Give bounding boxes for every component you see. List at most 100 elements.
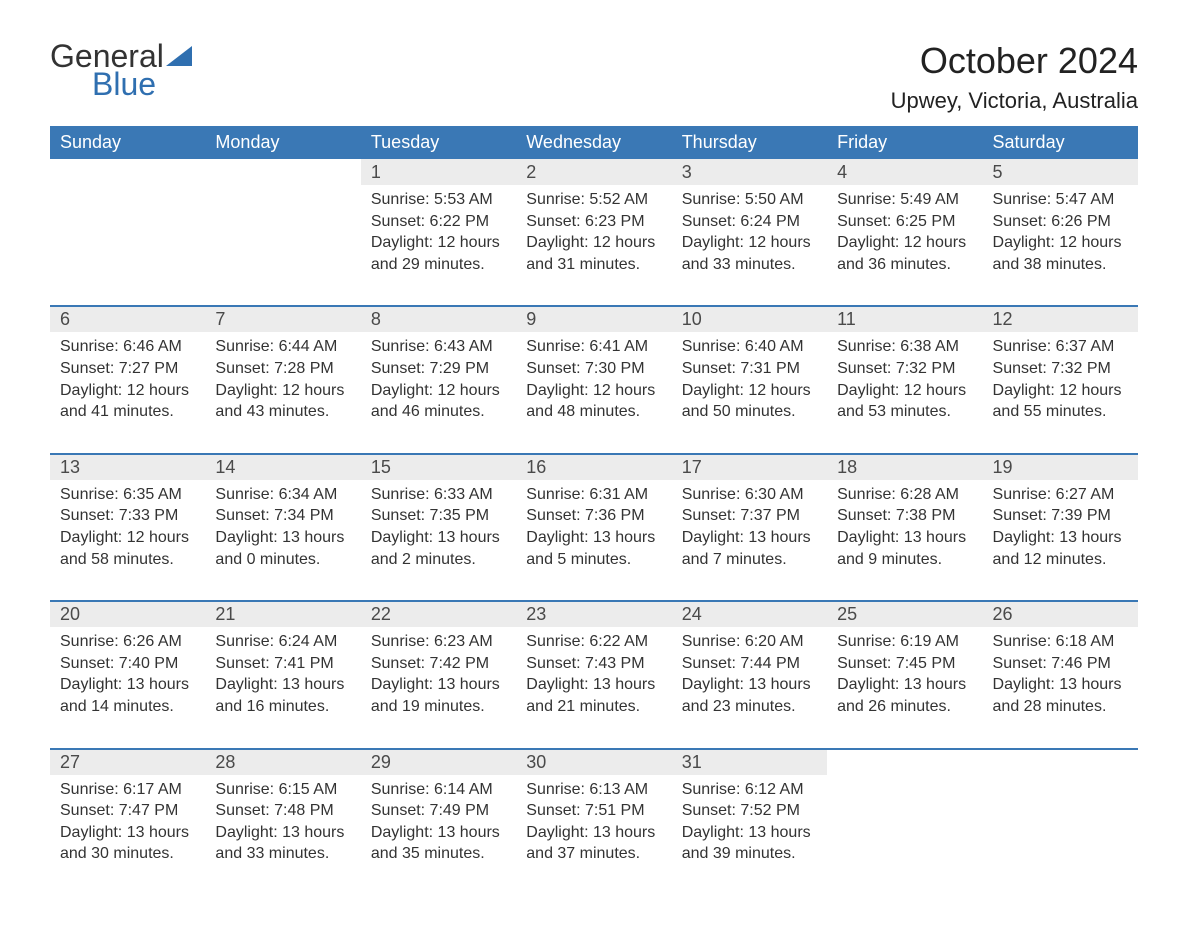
day-sunset: Sunset: 7:38 PM [837,505,972,527]
day-daylight1: Daylight: 13 hours [682,822,817,844]
day-sunrise: Sunrise: 6:31 AM [526,484,661,506]
day-sunset: Sunset: 7:45 PM [837,653,972,675]
day-sunset: Sunset: 6:23 PM [526,211,661,233]
day-daylight1: Daylight: 13 hours [215,527,350,549]
day-daylight1: Daylight: 12 hours [60,380,195,402]
day-sunset: Sunset: 7:41 PM [215,653,350,675]
day-content-cell: Sunrise: 6:27 AMSunset: 7:39 PMDaylight:… [983,480,1138,601]
day-number-cell: 11 [827,306,982,332]
day-daylight1: Daylight: 13 hours [60,674,195,696]
day-content-row: Sunrise: 6:35 AMSunset: 7:33 PMDaylight:… [50,480,1138,601]
day-sunset: Sunset: 7:51 PM [526,800,661,822]
day-sunrise: Sunrise: 5:47 AM [993,189,1128,211]
daynum-row: 12345 [50,159,1138,185]
day-sunrise: Sunrise: 6:35 AM [60,484,195,506]
day-sunset: Sunset: 7:49 PM [371,800,506,822]
day-sunrise: Sunrise: 6:19 AM [837,631,972,653]
day-daylight2: and 35 minutes. [371,843,506,865]
day-sunrise: Sunrise: 6:26 AM [60,631,195,653]
day-sunrise: Sunrise: 5:53 AM [371,189,506,211]
day-daylight1: Daylight: 12 hours [837,232,972,254]
day-content-cell: Sunrise: 5:52 AMSunset: 6:23 PMDaylight:… [516,185,671,306]
day-number-cell: 4 [827,159,982,185]
day-sunset: Sunset: 7:31 PM [682,358,817,380]
day-number-cell: 30 [516,749,671,775]
day-sunset: Sunset: 7:32 PM [993,358,1128,380]
day-daylight2: and 23 minutes. [682,696,817,718]
day-content-cell: Sunrise: 6:28 AMSunset: 7:38 PMDaylight:… [827,480,982,601]
logo-sail-icon [166,46,192,66]
day-daylight1: Daylight: 13 hours [215,674,350,696]
day-daylight1: Daylight: 13 hours [526,822,661,844]
header-right: October 2024 Upwey, Victoria, Australia [891,40,1138,114]
day-number-cell: 5 [983,159,1138,185]
day-sunset: Sunset: 6:26 PM [993,211,1128,233]
day-daylight2: and 50 minutes. [682,401,817,423]
day-content-cell [205,185,360,306]
day-sunrise: Sunrise: 6:22 AM [526,631,661,653]
day-daylight2: and 58 minutes. [60,549,195,571]
page-header: General Blue October 2024 Upwey, Victori… [50,40,1138,114]
day-number-cell [827,749,982,775]
weekday-header: Friday [827,126,982,159]
day-content-cell: Sunrise: 6:44 AMSunset: 7:28 PMDaylight:… [205,332,360,453]
calendar-table: Sunday Monday Tuesday Wednesday Thursday… [50,126,1138,895]
day-sunrise: Sunrise: 6:33 AM [371,484,506,506]
day-content-cell: Sunrise: 5:47 AMSunset: 6:26 PMDaylight:… [983,185,1138,306]
day-daylight1: Daylight: 13 hours [371,674,506,696]
day-content-cell: Sunrise: 6:43 AMSunset: 7:29 PMDaylight:… [361,332,516,453]
day-sunrise: Sunrise: 6:37 AM [993,336,1128,358]
day-daylight2: and 19 minutes. [371,696,506,718]
day-content-cell: Sunrise: 6:17 AMSunset: 7:47 PMDaylight:… [50,775,205,895]
day-number-cell: 27 [50,749,205,775]
day-daylight2: and 29 minutes. [371,254,506,276]
day-content-cell: Sunrise: 6:38 AMSunset: 7:32 PMDaylight:… [827,332,982,453]
day-sunrise: Sunrise: 6:30 AM [682,484,817,506]
day-number-cell [50,159,205,185]
day-daylight2: and 43 minutes. [215,401,350,423]
day-sunset: Sunset: 7:42 PM [371,653,506,675]
day-sunrise: Sunrise: 6:27 AM [993,484,1128,506]
day-daylight1: Daylight: 12 hours [993,380,1128,402]
day-daylight2: and 33 minutes. [682,254,817,276]
day-sunrise: Sunrise: 6:46 AM [60,336,195,358]
day-daylight2: and 21 minutes. [526,696,661,718]
logo: General Blue [50,40,192,101]
day-daylight1: Daylight: 12 hours [682,232,817,254]
day-content-cell: Sunrise: 5:53 AMSunset: 6:22 PMDaylight:… [361,185,516,306]
day-daylight1: Daylight: 13 hours [215,822,350,844]
day-sunset: Sunset: 7:47 PM [60,800,195,822]
day-sunrise: Sunrise: 6:15 AM [215,779,350,801]
day-number-cell: 14 [205,454,360,480]
day-content-cell: Sunrise: 6:22 AMSunset: 7:43 PMDaylight:… [516,627,671,748]
day-content-row: Sunrise: 5:53 AMSunset: 6:22 PMDaylight:… [50,185,1138,306]
day-daylight2: and 28 minutes. [993,696,1128,718]
day-daylight1: Daylight: 13 hours [993,674,1128,696]
day-daylight1: Daylight: 12 hours [215,380,350,402]
day-sunrise: Sunrise: 5:49 AM [837,189,972,211]
day-sunset: Sunset: 7:36 PM [526,505,661,527]
day-daylight1: Daylight: 13 hours [371,527,506,549]
day-sunset: Sunset: 7:46 PM [993,653,1128,675]
day-number-cell: 29 [361,749,516,775]
day-sunrise: Sunrise: 6:38 AM [837,336,972,358]
day-number-cell: 17 [672,454,827,480]
day-number-cell: 15 [361,454,516,480]
day-daylight1: Daylight: 12 hours [837,380,972,402]
day-content-cell: Sunrise: 6:33 AMSunset: 7:35 PMDaylight:… [361,480,516,601]
day-content-cell: Sunrise: 6:15 AMSunset: 7:48 PMDaylight:… [205,775,360,895]
day-number-cell: 25 [827,601,982,627]
day-daylight1: Daylight: 12 hours [371,380,506,402]
weekday-header: Wednesday [516,126,671,159]
day-number-cell: 31 [672,749,827,775]
day-content-cell: Sunrise: 6:24 AMSunset: 7:41 PMDaylight:… [205,627,360,748]
day-number-cell: 26 [983,601,1138,627]
day-sunrise: Sunrise: 6:18 AM [993,631,1128,653]
day-sunrise: Sunrise: 6:24 AM [215,631,350,653]
day-number-cell: 28 [205,749,360,775]
day-number-cell: 9 [516,306,671,332]
day-content-cell: Sunrise: 6:46 AMSunset: 7:27 PMDaylight:… [50,332,205,453]
day-daylight2: and 16 minutes. [215,696,350,718]
day-sunrise: Sunrise: 5:50 AM [682,189,817,211]
day-sunrise: Sunrise: 6:12 AM [682,779,817,801]
